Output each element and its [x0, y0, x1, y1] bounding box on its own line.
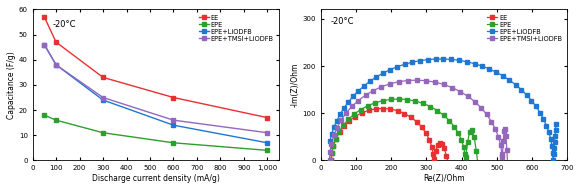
Y-axis label: -Im(Z)/Ohm: -Im(Z)/Ohm — [290, 63, 300, 107]
EPE+TMSI+LiODFB — [170, 119, 177, 121]
EE — [264, 116, 271, 119]
Y-axis label: Capacitance (F/g): Capacitance (F/g) — [7, 51, 16, 119]
X-axis label: Discharge current density (mA/g): Discharge current density (mA/g) — [92, 174, 220, 183]
EPE+LiODFB — [170, 124, 177, 126]
Line: EPE+LiODFB: EPE+LiODFB — [42, 42, 270, 145]
EPE+LiODFB — [264, 142, 271, 144]
Legend: EE, EPE, EPE+LiODFB, EPE+TMSI+LiODFB: EE, EPE, EPE+LiODFB, EPE+TMSI+LiODFB — [485, 13, 564, 44]
EPE+TMSI+LiODFB — [52, 64, 59, 66]
Legend: EE, EPE, EPE+LiODFB, EPE+TMSI+LiODFB: EE, EPE, EPE+LiODFB, EPE+TMSI+LiODFB — [197, 13, 276, 44]
Line: EPE+TMSI+LiODFB: EPE+TMSI+LiODFB — [42, 42, 270, 135]
EE — [99, 76, 106, 78]
EPE — [41, 114, 48, 116]
X-axis label: Re(Z)/Ohm: Re(Z)/Ohm — [423, 174, 465, 183]
Line: EE: EE — [42, 15, 270, 120]
Text: -20°C: -20°C — [331, 17, 354, 26]
Line: EPE: EPE — [42, 113, 270, 153]
EE — [170, 96, 177, 99]
EE — [41, 16, 48, 18]
EPE — [264, 149, 271, 151]
EPE+TMSI+LiODFB — [41, 44, 48, 46]
EPE+LiODFB — [41, 44, 48, 46]
EPE+LiODFB — [99, 99, 106, 101]
EPE — [52, 119, 59, 121]
EE — [52, 41, 59, 43]
Text: -20°C: -20°C — [52, 20, 76, 29]
EPE — [170, 142, 177, 144]
EPE — [99, 132, 106, 134]
EPE+TMSI+LiODFB — [99, 96, 106, 99]
EPE+LiODFB — [52, 64, 59, 66]
EPE+TMSI+LiODFB — [264, 132, 271, 134]
